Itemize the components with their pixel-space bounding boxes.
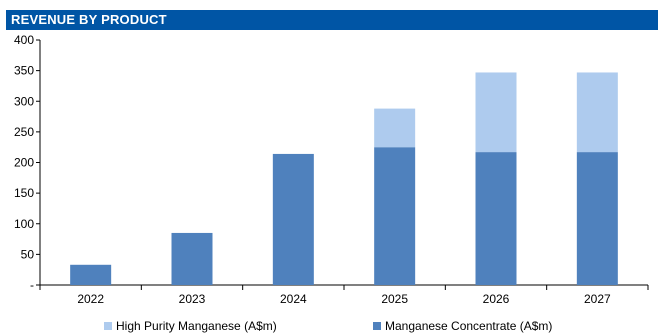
x-tick-label: 2022 [77,292,104,306]
chart-title-bar: REVENUE BY PRODUCT [6,10,658,30]
bar-manganese-concentrate-a-m-2027 [576,152,618,285]
y-tick-label: 250 [14,125,34,139]
legend-label: Manganese Concentrate (A$m) [385,319,552,333]
legend-swatch [373,322,381,330]
y-tick-label: 100 [14,217,34,231]
y-tick-label: 400 [14,33,34,47]
y-tick-label: 150 [14,186,34,200]
bar-high-purity-manganese-a-m-2027 [576,72,618,153]
y-tick-label: - [30,278,34,292]
legend-swatch [104,322,112,330]
x-tick-label: 2025 [381,292,408,306]
bar-manganese-concentrate-a-m-2024 [272,153,314,285]
bar-high-purity-manganese-a-m-2025 [374,108,416,148]
y-tick-label: 300 [14,94,34,108]
x-tick-label: 2026 [483,292,510,306]
y-tick-label: 350 [14,64,34,78]
legend-label: High Purity Manganese (A$m) [116,319,277,333]
bar-manganese-concentrate-a-m-2023 [171,232,213,285]
x-tick-label: 2023 [179,292,206,306]
bar-manganese-concentrate-a-m-2022 [70,264,112,285]
x-tick-label: 2024 [280,292,307,306]
bar-manganese-concentrate-a-m-2025 [374,147,416,285]
chart-title: REVENUE BY PRODUCT [11,12,167,27]
x-tick-label: 2027 [584,292,611,306]
y-tick-label: 200 [14,156,34,170]
bar-high-purity-manganese-a-m-2026 [475,72,517,153]
y-tick-label: 50 [21,247,35,261]
bar-manganese-concentrate-a-m-2026 [475,152,517,285]
